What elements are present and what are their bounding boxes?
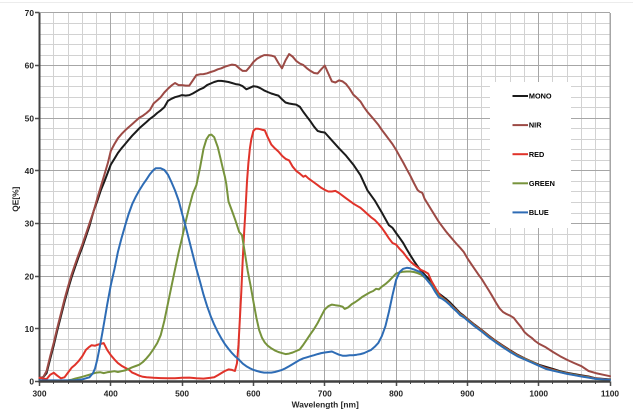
svg-text:10: 10	[25, 324, 35, 334]
svg-text:1000: 1000	[529, 388, 548, 398]
svg-text:RED: RED	[529, 150, 544, 159]
svg-text:70: 70	[25, 8, 35, 18]
svg-text:400: 400	[104, 388, 118, 398]
svg-text:30: 30	[25, 219, 35, 229]
svg-text:MONO: MONO	[529, 92, 552, 101]
svg-text:0: 0	[29, 377, 34, 387]
svg-text:50: 50	[25, 113, 35, 123]
svg-text:20: 20	[25, 271, 35, 281]
svg-text:40: 40	[25, 166, 35, 176]
svg-text:BLUE: BLUE	[529, 208, 549, 217]
svg-text:800: 800	[389, 388, 403, 398]
svg-text:60: 60	[25, 61, 35, 71]
svg-text:Wavelength [nm]: Wavelength [nm]	[292, 399, 359, 409]
svg-text:700: 700	[318, 388, 332, 398]
svg-text:1100: 1100	[601, 388, 620, 398]
svg-text:500: 500	[175, 388, 189, 398]
svg-text:900: 900	[460, 388, 474, 398]
svg-text:QE[%]: QE[%]	[11, 186, 21, 211]
svg-text:600: 600	[246, 388, 260, 398]
svg-text:300: 300	[33, 388, 47, 398]
svg-text:NIR: NIR	[529, 121, 542, 130]
svg-text:GREEN: GREEN	[529, 179, 555, 188]
